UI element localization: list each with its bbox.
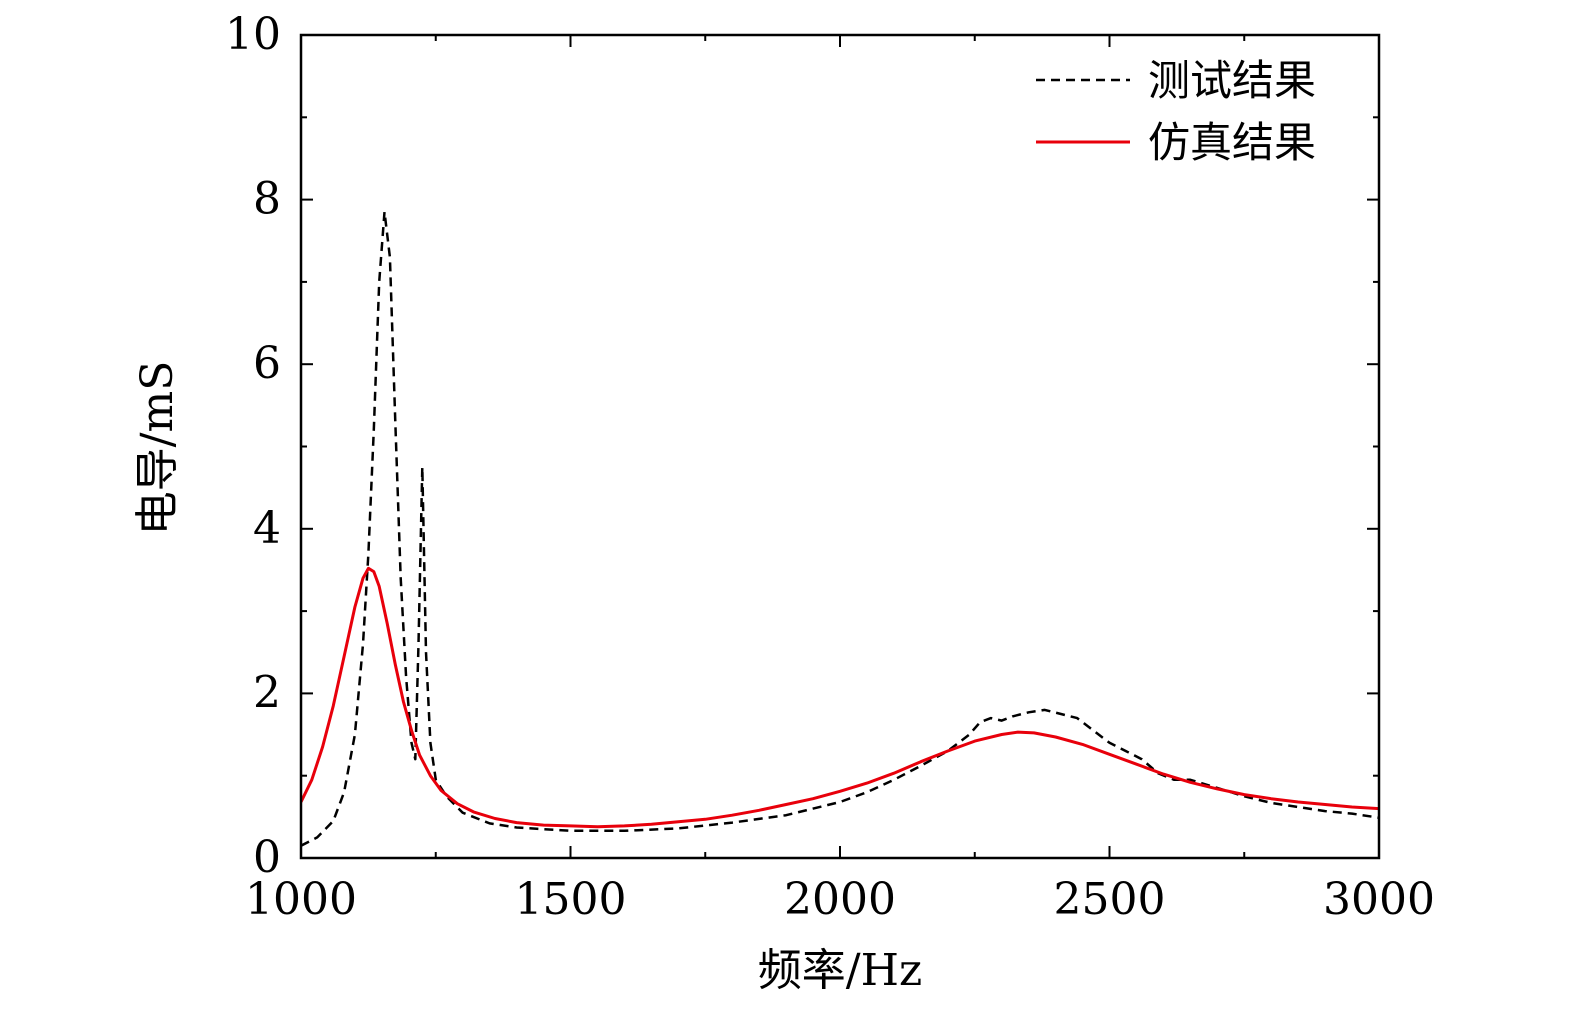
x-tick-label: 1000: [245, 874, 357, 925]
x-axis-title: 频率/Hz: [758, 945, 922, 996]
series-line-simulated: [301, 566, 1379, 829]
x-tick-label: 2500: [1054, 874, 1166, 925]
y-tick-label: 6: [253, 338, 281, 389]
series-line-measured: [301, 210, 1379, 847]
legend-label-measured: 测试结果: [1148, 56, 1316, 105]
x-tick-label: 3000: [1323, 874, 1435, 925]
y-tick-label: 8: [253, 174, 281, 225]
tick-labels-layer: 1000 1500 2000 2500 3000 0 2 4 6 8 10: [225, 9, 1435, 925]
legend-label-simulated: 仿真结果: [1148, 118, 1316, 167]
y-tick-label: 4: [253, 503, 281, 554]
ticks-layer: [300, 34, 1380, 859]
y-axis-title: 电导/mS: [132, 361, 183, 536]
y-tick-label: 10: [225, 9, 281, 60]
y-tick-label: 0: [253, 832, 281, 883]
legend: 测试结果 仿真结果: [1036, 56, 1316, 167]
x-tick-label: 2000: [784, 874, 896, 925]
y-tick-label: 2: [253, 667, 281, 718]
x-tick-label: 1500: [515, 874, 627, 925]
series-layer: [301, 210, 1379, 847]
